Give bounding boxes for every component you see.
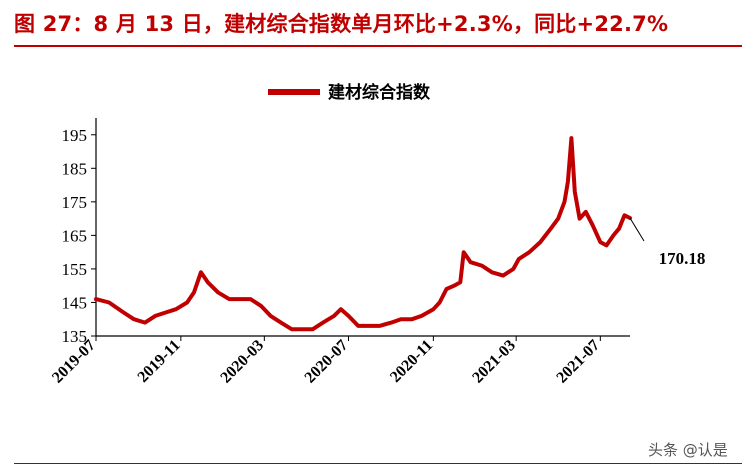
end-value-label: 170.18 xyxy=(659,249,706,268)
x-tick-label: 2020-07 xyxy=(302,337,352,387)
y-tick-label: 195 xyxy=(62,126,88,145)
chart-legend: 建材综合指数 xyxy=(268,82,431,103)
watermark: 头条 @认是 xyxy=(648,441,728,459)
y-tick-label: 135 xyxy=(62,327,88,346)
x-tick-label: 2019-11 xyxy=(135,337,184,386)
end-value-leader xyxy=(629,217,645,242)
y-tick-label: 165 xyxy=(62,226,88,245)
legend-label: 建材综合指数 xyxy=(328,82,431,103)
y-axis-ticks: 135 145 155 165 175 185 195 xyxy=(62,126,96,346)
x-tick-label: 2020-11 xyxy=(387,337,436,386)
title-underline xyxy=(14,45,742,47)
x-tick-label: 2020-03 xyxy=(217,337,267,387)
y-tick-label: 175 xyxy=(62,193,88,212)
x-tick-label: 2021-07 xyxy=(553,337,603,387)
x-axis-ticks: 2019-07 2019-11 2020-03 2020-07 2020-11 2021-… xyxy=(49,336,603,387)
figure-title: 图 27：8 月 13 日，建材综合指数单月环比+2.3%，同比+22.7% xyxy=(14,12,669,36)
y-tick-label: 185 xyxy=(62,159,88,178)
series-line xyxy=(94,136,632,332)
y-tick-label: 155 xyxy=(62,260,88,279)
bottom-rule xyxy=(14,463,742,464)
x-tick-label: 2021-03 xyxy=(469,337,519,387)
y-tick-label: 145 xyxy=(62,293,88,312)
